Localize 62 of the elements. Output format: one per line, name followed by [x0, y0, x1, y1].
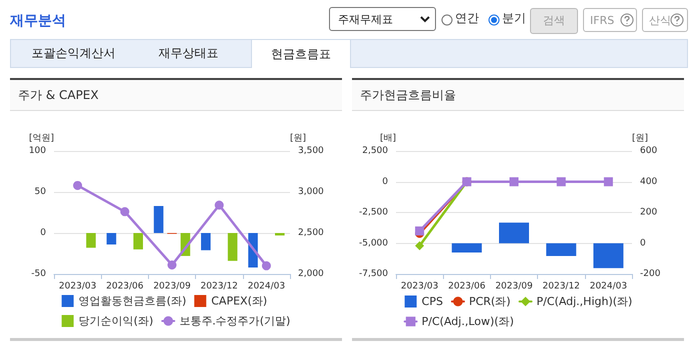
text: 검색	[530, 8, 578, 34]
legend-label: P/C(Adj.,Low)(좌)	[422, 315, 514, 328]
point	[415, 241, 424, 250]
y2-tick-label: 400	[640, 176, 658, 187]
x-tick-label: 2023/09	[495, 282, 533, 292]
point	[604, 177, 613, 186]
point	[415, 226, 424, 236]
legend-label: 보통주.수정주가(기말)	[179, 314, 290, 328]
text: 분기	[502, 10, 526, 27]
legend-label: PCR(좌)	[468, 295, 511, 308]
legend-label: CPS	[422, 295, 443, 308]
y-tick-label: 50	[34, 187, 46, 197]
x-tick-label: 2023/12	[200, 282, 238, 292]
text: 재무분석	[10, 12, 66, 30]
y2-axis-title: [원]	[632, 134, 648, 144]
point	[168, 260, 176, 270]
y2-tick-label: 3,000	[298, 187, 324, 197]
text: 현금흐름표	[251, 39, 351, 68]
y-tick-label: 0	[40, 228, 46, 238]
point	[556, 177, 566, 186]
y-tick-label: 100	[28, 146, 46, 156]
x-tick-label: 2024/03	[590, 282, 628, 292]
y-tick-label: -7,500	[358, 269, 388, 279]
chart-title: 주가현금흐름비율	[352, 80, 684, 111]
y2-tick-label: 2,000	[298, 269, 324, 279]
y-tick-label: 0	[382, 176, 388, 187]
text: 연간	[455, 10, 479, 27]
legend-label: 영업활동현금흐름(좌)	[78, 294, 186, 308]
y2-tick-label: -200	[640, 269, 661, 279]
chart-title: 주가 & CAPEX	[10, 80, 342, 111]
y-tick-label: -50	[31, 269, 46, 279]
point	[120, 207, 130, 216]
x-tick-label: 2023/09	[153, 282, 191, 292]
text: 주재무제표	[329, 7, 436, 31]
y-tick-label: -2,500	[358, 208, 388, 218]
x-tick-label: 2023/06	[448, 282, 486, 292]
text: IFRS	[583, 8, 637, 32]
y2-tick-label: 600	[640, 146, 658, 156]
x-tick-label: 2023/12	[542, 282, 580, 292]
y2-tick-label: 2,500	[298, 228, 324, 238]
y-axis-title: [억원]	[28, 134, 54, 144]
x-tick-label: 2023/03	[58, 282, 96, 292]
legend-label: P/C(Adj.,High)(좌)	[536, 295, 632, 308]
y2-tick-label: 3,500	[298, 146, 324, 156]
y-axis-title: [배]	[380, 134, 396, 144]
x-tick-label: 2023/06	[106, 282, 144, 292]
y2-tick-label: 0	[640, 238, 646, 248]
point	[73, 180, 82, 190]
y2-axis-title: [원]	[290, 134, 306, 144]
y2-tick-label: 200	[640, 208, 658, 218]
y-tick-label: 2,500	[362, 146, 388, 156]
point	[510, 177, 518, 186]
legend-label: CAPEX(좌)	[211, 294, 268, 308]
x-tick-label: 2023/03	[400, 282, 438, 292]
y-tick-label: -5,000	[358, 238, 388, 248]
text: 포괄손익계산서	[30, 45, 116, 62]
text: 재무상태표	[158, 45, 220, 62]
legend-label: 당기순이익(좌)	[78, 314, 154, 328]
x-tick-label: 2024/03	[248, 282, 286, 292]
point	[262, 261, 271, 270]
text: 산식	[642, 8, 688, 32]
point	[214, 200, 224, 210]
